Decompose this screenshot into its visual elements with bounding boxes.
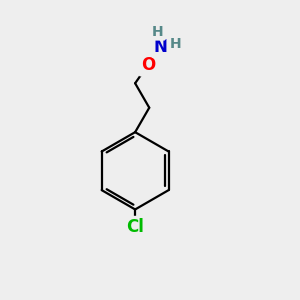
Text: H: H [152, 25, 164, 38]
Text: N: N [154, 38, 168, 56]
Text: H: H [170, 37, 182, 51]
Text: O: O [141, 56, 155, 74]
Text: Cl: Cl [126, 218, 144, 236]
